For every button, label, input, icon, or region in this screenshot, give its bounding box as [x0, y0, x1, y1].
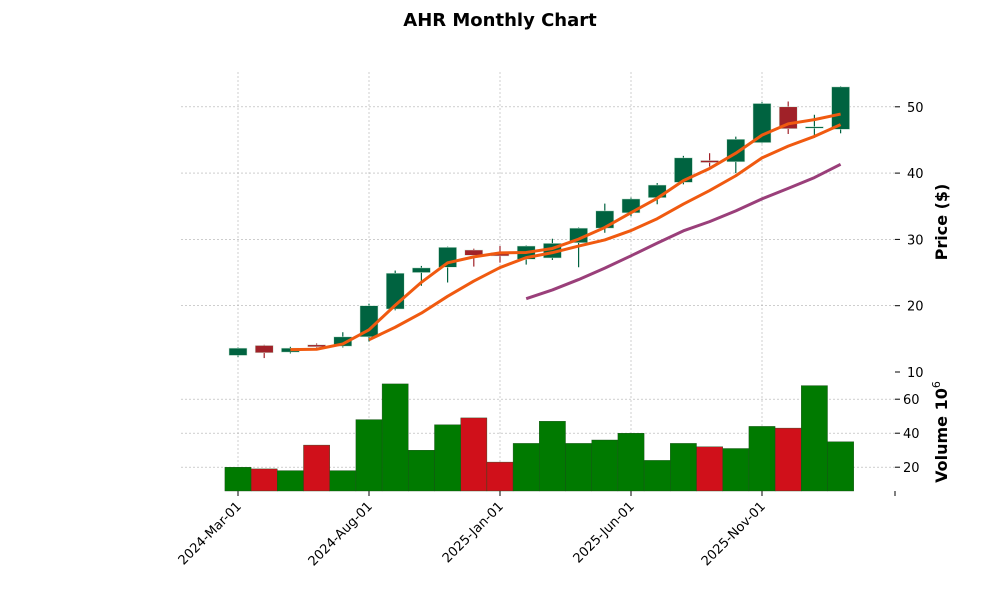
volume-bar: [224, 467, 252, 492]
volume-axis-label: Volume 106: [930, 381, 951, 483]
x-tick-label: 2025-Nov-01: [699, 499, 769, 569]
volume-bar: [408, 450, 435, 492]
volume-bar: [774, 427, 802, 492]
volume-bar: [381, 383, 409, 492]
candle-body: [228, 347, 248, 356]
volume-bar: [303, 444, 330, 492]
moving-average-12: [525, 162, 842, 301]
price-tick-label: 50: [907, 101, 924, 116]
volume-bar: [355, 419, 383, 492]
x-tick-label: 2024-Aug-01: [306, 499, 376, 569]
volume-bar: [512, 443, 540, 492]
moving-average-6: [368, 123, 842, 342]
candle-body: [464, 249, 484, 256]
volume-bar: [748, 426, 776, 492]
volume-bar: [250, 468, 278, 492]
candle-body: [412, 267, 431, 273]
volume-bar: [643, 460, 671, 492]
volume-bar: [801, 385, 828, 492]
volume-bar: [486, 461, 514, 492]
volume-bar: [827, 441, 854, 492]
volume-bar: [460, 417, 488, 492]
x-tick-label: 2025-Jan-01: [440, 499, 507, 566]
price-tick-label: 10: [907, 366, 924, 381]
candle-body: [805, 126, 824, 129]
volume-bar: [539, 421, 566, 492]
price-tick-label: 30: [907, 233, 924, 248]
chart-title: AHR Monthly Chart: [403, 10, 597, 31]
volume-tick-label: 20: [903, 461, 920, 476]
moving-average-3: [290, 112, 841, 352]
volume-bar: [696, 446, 723, 492]
candle-body: [307, 344, 326, 348]
candle-body: [700, 160, 719, 163]
x-tick-label: 2024-Mar-01: [176, 499, 245, 568]
volume-bar: [722, 448, 750, 492]
volume-bar: [329, 470, 357, 492]
price-tick-label: 20: [907, 300, 924, 315]
volume-tick-label: 60: [903, 393, 920, 408]
volume-bar: [591, 439, 619, 492]
candle-body: [831, 86, 850, 130]
candle-body: [333, 336, 353, 347]
volume-bar: [434, 424, 461, 492]
x-tick-label: 2025-Jun-01: [571, 499, 638, 566]
volume-bar: [670, 443, 697, 492]
volume-bar: [277, 470, 304, 492]
volume-bar: [565, 443, 592, 492]
volume-bar: [617, 433, 645, 492]
price-axis-label: Price ($): [932, 184, 951, 261]
candle-body: [254, 345, 274, 354]
price-tick-label: 40: [907, 167, 924, 182]
volume-tick-label: 40: [903, 427, 920, 442]
